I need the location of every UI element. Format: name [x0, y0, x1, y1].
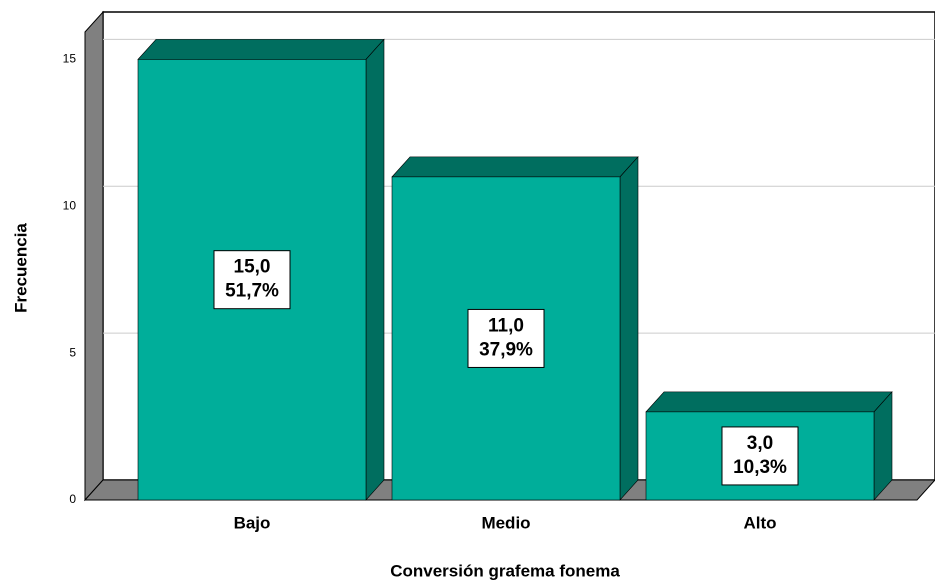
y-tick-label: 10: [63, 198, 77, 212]
bar-top: [137, 39, 385, 60]
y-tick-label: 5: [69, 345, 76, 359]
x-axis-label: Conversión grafema fonema: [390, 561, 620, 580]
left-wall: [84, 10, 104, 502]
bar-side: [365, 38, 385, 501]
percent-label: 37,9%: [479, 339, 533, 360]
bar-top: [645, 391, 893, 413]
percent-label: 10,3%: [733, 457, 787, 478]
value-label-box: [467, 308, 545, 368]
x-tick-label: Medio: [481, 513, 530, 532]
y-axis-label: Frecuencia: [11, 223, 30, 313]
bar-side: [619, 156, 639, 501]
x-tick-label: Bajo: [234, 513, 271, 532]
y-tick-label: 0: [69, 492, 76, 506]
x-tick-label: Alto: [743, 513, 776, 532]
y-tick-label: 15: [63, 52, 77, 66]
value-label: 15,0: [234, 257, 271, 278]
value-label: 11,0: [488, 315, 524, 336]
value-label-box: [721, 426, 799, 486]
value-label-box: [213, 250, 291, 310]
value-label: 3,0: [747, 433, 773, 454]
percent-label: 51,7%: [225, 281, 279, 302]
bar-top: [391, 156, 639, 178]
